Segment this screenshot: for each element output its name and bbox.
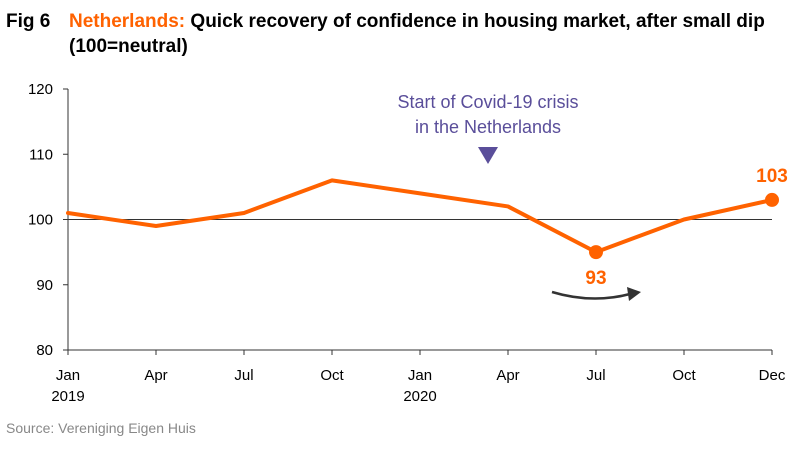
title-accent: Netherlands: [69,11,186,32]
annotation-text-line: in the Netherlands [415,117,561,137]
y-tick-label: 90 [36,277,53,294]
source-note: Source: Vereniging Eigen Huis [6,420,196,436]
x-tick-label: Jul [586,367,605,384]
title-rest: Quick recovery of confidence in housing … [185,11,765,32]
x-year-label: 2019 [51,388,84,405]
recovery-arrow-head [627,287,641,301]
highlight-point-label: 93 [585,268,606,289]
y-tick-label: 110 [29,146,53,163]
chart-subtitle: (100=neutral) [69,36,188,57]
x-tick-label: Jul [234,367,253,384]
annotation-text-line: Start of Covid-19 crisis [397,92,578,112]
figure-label: Fig 6 [6,11,51,32]
y-tick-label: 80 [36,342,53,359]
series-line [66,178,774,255]
chart-title: Fig 6 Netherlands: Quick recovery of conf… [6,9,796,34]
y-tick-label: 100 [28,212,53,229]
recovery-arrow-curve [551,290,631,300]
x-tick-label: Apr [496,367,519,384]
x-tick-label: Oct [320,367,344,384]
x-year-label: 2020 [403,388,436,405]
highlight-point-label: 103 [756,166,788,187]
x-tick-label: Apr [144,367,167,384]
x-tick-label: Dec [759,367,786,384]
highlight-point [765,192,779,207]
x-tick-label: Jan [56,367,80,384]
annotation-down-triangle [478,147,498,164]
highlight-point [589,245,603,260]
y-tick-label: 120 [28,81,53,98]
x-tick-label: Jan [408,367,432,384]
x-tick-label: Oct [672,367,696,384]
chart-header: Fig 6 Netherlands: Quick recovery of conf… [6,9,796,59]
